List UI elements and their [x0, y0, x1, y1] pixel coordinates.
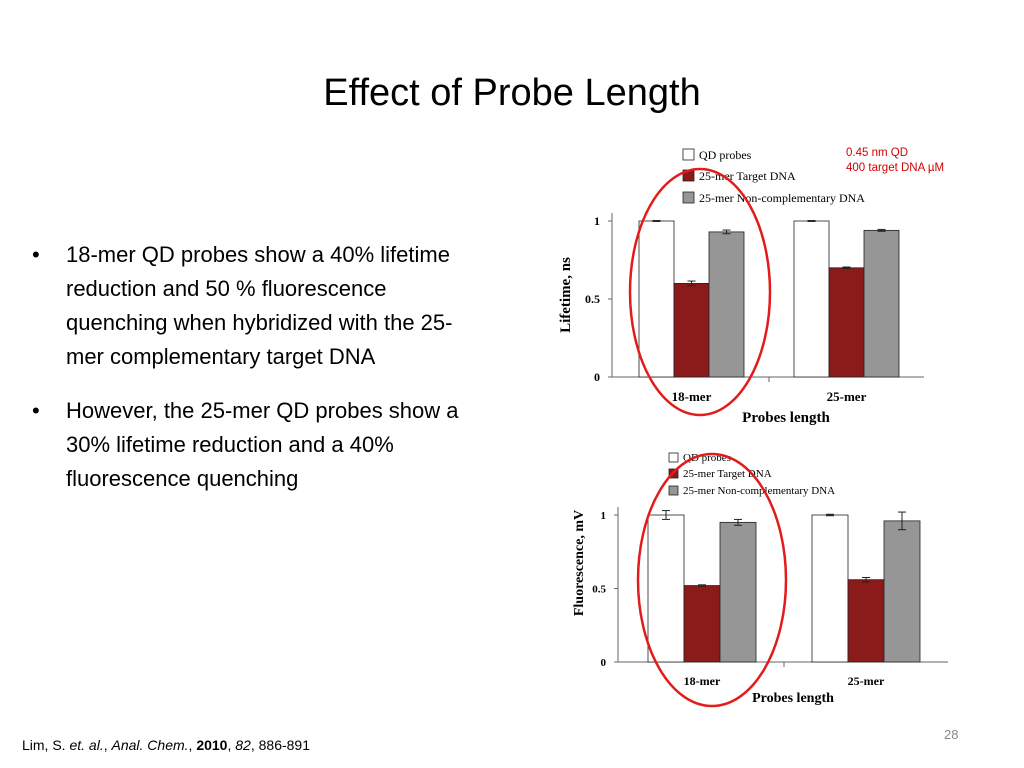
- bar: [638, 220, 675, 378]
- bar: [708, 231, 745, 378]
- slide-title: Effect of Probe Length: [323, 72, 701, 114]
- legend-label: QD probes: [699, 148, 752, 162]
- bar: [673, 282, 710, 378]
- x-axis-label: Probes length: [742, 410, 830, 426]
- page-number: 28: [944, 727, 959, 742]
- citation-author: Lim, S.: [22, 737, 70, 753]
- bar: [647, 514, 685, 663]
- category-label: 18-mer: [684, 674, 721, 688]
- bullet-marker: •: [32, 242, 40, 267]
- note-line: 400 target DNA µM: [846, 162, 945, 174]
- category-label: 25-mer: [827, 389, 867, 404]
- bar: [683, 585, 721, 663]
- legend-label: 25-mer Target DNA: [699, 169, 796, 183]
- bullet-text: 18-mer QD probes show a 40% lifetime red…: [66, 242, 453, 369]
- legend-swatch: [668, 452, 679, 463]
- bar: [793, 220, 830, 378]
- y-tick-label: 0: [601, 657, 607, 669]
- y-axis-label: Lifetime, ns: [558, 257, 574, 333]
- conditions-note: 0.45 nm QD 400 target DNA µM: [846, 146, 944, 176]
- bullet-list: • 18-mer QD probes show a 40% lifetime r…: [30, 238, 475, 516]
- citation-volume: 82: [235, 737, 251, 753]
- citation-sep: ,: [188, 737, 197, 753]
- bullet-text: However, the 25-mer QD probes show a 30%…: [66, 398, 459, 491]
- legend-label: 25-mer Non-complementary DNA: [683, 485, 835, 497]
- bar: [811, 514, 849, 663]
- bar: [828, 267, 865, 378]
- bar: [863, 229, 900, 378]
- highlight-ellipse: [628, 167, 772, 417]
- legend-swatch: [682, 169, 695, 182]
- y-tick-label: 1: [594, 214, 600, 228]
- y-axis-label: Fluorescence, mV: [572, 510, 587, 616]
- citation-sep: ,: [103, 737, 112, 753]
- bullet-item: • 18-mer QD probes show a 40% lifetime r…: [30, 238, 475, 374]
- citation-sep: ,: [227, 737, 236, 753]
- legend-swatch: [668, 468, 679, 479]
- bar: [847, 579, 885, 663]
- citation: Lim, S. et. al., Anal. Chem., 2010, 82, …: [22, 737, 310, 753]
- x-axis-label: Probes length: [752, 691, 834, 706]
- category-label: 18-mer: [672, 389, 712, 404]
- category-label: 25-mer: [848, 674, 885, 688]
- citation-journal: Anal. Chem.: [111, 737, 189, 753]
- y-tick-label: 0: [594, 370, 600, 384]
- bullet-marker: •: [32, 398, 40, 423]
- legend-swatch: [682, 191, 695, 204]
- note-line: 0.45 nm QD: [846, 147, 908, 159]
- legend-swatch: [668, 485, 679, 496]
- y-tick-label: 1: [601, 510, 607, 522]
- bullet-item: • However, the 25-mer QD probes show a 3…: [30, 394, 475, 496]
- highlight-ellipse: [636, 452, 788, 708]
- bar: [883, 520, 921, 663]
- y-tick-label: 0.5: [585, 292, 600, 306]
- y-tick-label: 0.5: [592, 584, 606, 596]
- citation-etal: et. al.: [69, 737, 104, 753]
- legend-label: QD probes: [683, 452, 731, 464]
- citation-pages: , 886-891: [250, 737, 311, 753]
- legend-label: 25-mer Non-complementary DNA: [699, 191, 865, 205]
- bar: [719, 521, 757, 663]
- legend-label: 25-mer Target DNA: [683, 468, 772, 480]
- citation-year: 2010: [196, 737, 228, 753]
- legend-swatch: [682, 148, 695, 161]
